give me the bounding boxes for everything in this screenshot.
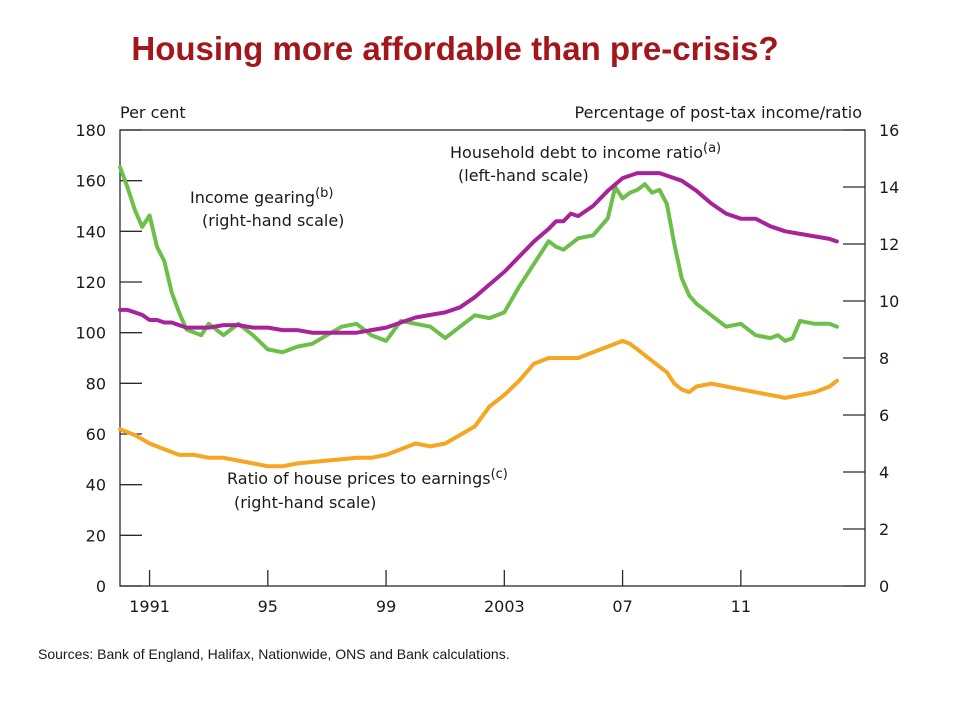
debt-series-label: Household debt to income ratio(a) bbox=[450, 141, 721, 162]
house-series-scale-note: (right-hand scale) bbox=[234, 493, 376, 512]
left-tick-label: 40 bbox=[86, 476, 106, 495]
left-tick-label: 140 bbox=[75, 222, 106, 241]
gearing-series-line bbox=[118, 165, 839, 355]
x-tick-label: 1991 bbox=[129, 597, 170, 616]
right-tick-label: 14 bbox=[879, 178, 899, 197]
left-axis-unit: Per cent bbox=[120, 103, 186, 122]
left-tick-label: 80 bbox=[86, 374, 106, 393]
series-lines bbox=[118, 165, 839, 469]
sources-note: Sources: Bank of England, Halifax, Natio… bbox=[38, 646, 510, 662]
x-tick-label: 2003 bbox=[484, 597, 525, 616]
x-tick-label: 07 bbox=[612, 597, 632, 616]
house-series-line bbox=[118, 338, 839, 469]
house-series-label: Ratio of house prices to earnings(c) bbox=[227, 467, 508, 488]
right-tick-label: 10 bbox=[879, 292, 899, 311]
gearing-series-scale-note: (right-hand scale) bbox=[202, 211, 344, 230]
x-tick-label: 95 bbox=[258, 597, 278, 616]
left-tick-label: 100 bbox=[75, 324, 106, 343]
x-tick-label: 99 bbox=[376, 597, 396, 616]
left-tick-label: 180 bbox=[75, 121, 106, 140]
axes: 0 20 40 60 80 100 120 140 160 180 0 2 4 6 8 10 12 14 16 199… bbox=[75, 103, 899, 616]
right-tick-label: 16 bbox=[879, 121, 899, 140]
right-tick-label: 8 bbox=[879, 349, 889, 368]
right-tick-label: 6 bbox=[879, 406, 889, 425]
left-tick-label: 160 bbox=[75, 172, 106, 191]
series-annotations: Household debt to income ratio(a) (left-h… bbox=[190, 141, 721, 512]
slide-title: Housing more affordable than pre-crisis? bbox=[131, 30, 779, 67]
debt-series-line bbox=[118, 171, 839, 335]
left-tick-label: 120 bbox=[75, 273, 106, 292]
left-tick-label: 0 bbox=[96, 577, 106, 596]
right-tick-label: 2 bbox=[879, 520, 889, 539]
right-axis-unit: Percentage of post-tax income/ratio bbox=[575, 103, 862, 122]
x-tick-label: 11 bbox=[731, 597, 751, 616]
left-tick-label: 20 bbox=[86, 526, 106, 545]
right-tick-label: 12 bbox=[879, 235, 899, 254]
debt-series-scale-note: (left-hand scale) bbox=[458, 166, 589, 185]
gearing-series-label: Income gearing(b) bbox=[190, 186, 334, 207]
right-tick-label: 0 bbox=[879, 577, 889, 596]
left-tick-label: 60 bbox=[86, 425, 106, 444]
right-tick-label: 4 bbox=[879, 463, 889, 482]
